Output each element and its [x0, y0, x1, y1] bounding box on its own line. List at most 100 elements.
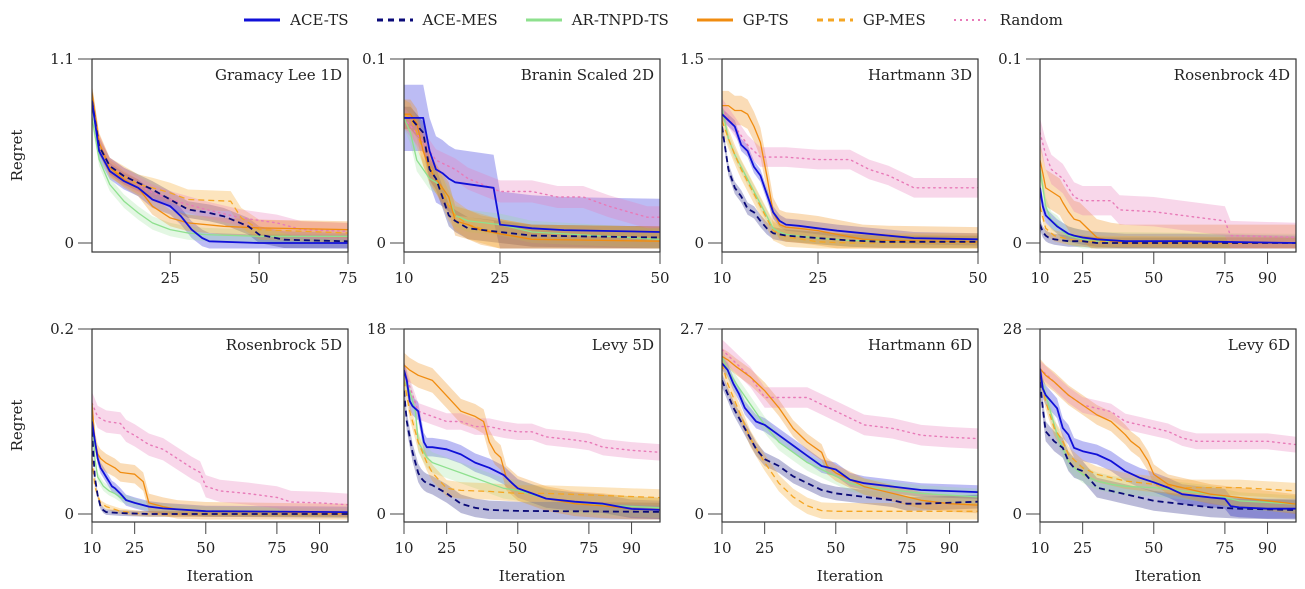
x-tick-label: 75 — [579, 539, 598, 557]
line-ace-mes — [404, 117, 660, 239]
x-tick-label: 50 — [968, 269, 987, 287]
subplot-title: Branin Scaled 2D — [521, 66, 654, 84]
subplot-rosenbrock-5d: 0 0.2 10 25 50 75 90 Rosenbrock 5D Regret Iterati… — [8, 320, 349, 585]
line-ace-mes — [92, 430, 348, 515]
x-tick-label: 25 — [161, 269, 180, 287]
line-random — [1040, 367, 1296, 446]
x-tick-label: 75 — [267, 539, 286, 557]
line-ar-tnpd-ts — [722, 356, 978, 498]
x-tick-label: 25 — [125, 539, 144, 557]
x-axis-label: Iteration — [187, 567, 254, 585]
band-gp-ts — [404, 352, 660, 520]
plot-area — [404, 352, 660, 520]
line-random — [404, 369, 660, 453]
band-ace-mes — [722, 373, 978, 511]
legend-label: GP-TS — [742, 11, 789, 29]
legend-label: GP-MES — [862, 11, 926, 29]
band-ace-mes — [404, 106, 660, 249]
y-tick-label: 18 — [367, 320, 386, 338]
legend-swatch — [953, 19, 990, 21]
y-tick-label: 0.2 — [50, 320, 74, 338]
line-random — [92, 402, 348, 506]
x-tick-label: 10 — [712, 539, 731, 557]
band-random — [722, 339, 978, 449]
subplot-title: Hartmann 6D — [868, 336, 972, 354]
y-tick-label: 2.7 — [680, 320, 704, 338]
plot-frame — [403, 58, 661, 253]
legend-label: ACE-MES — [422, 11, 498, 29]
x-tick-label: 10 — [394, 539, 413, 557]
band-random — [1040, 117, 1296, 249]
line-ace-mes — [1040, 381, 1296, 511]
x-tick-label: 25 — [755, 539, 774, 557]
band-random — [722, 98, 978, 198]
line-gp-ts — [404, 113, 660, 242]
plot-area — [1040, 358, 1296, 520]
legend-item: AR-TNPD-TS — [524, 11, 669, 29]
x-tick-label: 25 — [490, 269, 509, 287]
plot-frame — [1039, 58, 1297, 253]
x-tick-label: 90 — [940, 539, 959, 557]
line-ace-mes — [92, 100, 348, 243]
legend-swatch — [376, 18, 413, 22]
x-tick-label: 50 — [508, 539, 527, 557]
y-tick-label: 0 — [64, 505, 74, 523]
plot-area — [92, 391, 348, 520]
subplot-rosenbrock-4d: 0 0.1 10 25 50 75 90 Rosenbrock 4D — [998, 50, 1297, 287]
legend: ACE-TS ACE-MES AR-TNPD-TS GP-TS GP-MES Random — [0, 6, 1305, 34]
y-tick-label: 0 — [64, 234, 74, 252]
legend-label: Random — [999, 11, 1063, 29]
band-gp-ts — [1040, 358, 1296, 514]
y-tick-label: 0 — [376, 234, 386, 252]
line-gp-mes — [722, 120, 978, 244]
line-ace-mes — [722, 380, 978, 505]
band-gp-ts — [722, 90, 978, 249]
y-tick-label: 1.1 — [50, 50, 74, 68]
y-tick-label: 28 — [1003, 320, 1022, 338]
legend-label: ACE-TS — [290, 11, 349, 29]
x-tick-label: 50 — [250, 269, 269, 287]
x-tick-label: 75 — [1215, 539, 1234, 557]
y-tick-label: 0.1 — [362, 50, 386, 68]
band-ar-tnpd-ts — [404, 106, 660, 249]
line-random — [722, 107, 978, 189]
subplot-hartmann-6d: 0 2.7 10 25 50 75 90 Hartmann 6D Iteration — [680, 320, 979, 585]
line-gp-mes — [1040, 375, 1296, 492]
band-random — [1040, 360, 1296, 453]
plot-frame — [721, 328, 979, 523]
x-tick-label: 10 — [1030, 269, 1049, 287]
subplot-gramacy-lee-1d: 0 1.1 25 50 75 Gramacy Lee 1D Regret — [8, 50, 358, 287]
y-tick-label: 1.5 — [680, 50, 704, 68]
line-ar-tnpd-ts — [404, 380, 660, 509]
legend-swatch — [696, 18, 733, 22]
band-gp-ts — [92, 84, 348, 238]
y-tick-label: 0 — [694, 234, 704, 252]
x-tick-label: 10 — [1030, 539, 1049, 557]
band-gp-ts — [92, 393, 348, 520]
line-gp-mes — [404, 380, 660, 499]
band-gp-mes — [1040, 367, 1296, 499]
plot-frame — [403, 328, 661, 523]
plot-area — [722, 339, 978, 520]
plot-frame — [1039, 328, 1297, 523]
y-tick-label: 0.1 — [998, 50, 1022, 68]
band-ar-tnpd-ts — [1040, 160, 1296, 249]
band-gp-mes — [404, 372, 660, 506]
line-random — [722, 348, 978, 440]
plot-frame — [91, 58, 349, 253]
plot-frame — [91, 328, 349, 523]
x-tick-label: 10 — [82, 539, 101, 557]
y-tick-label: 0 — [694, 505, 704, 523]
subplot-title: Levy 6D — [1228, 336, 1290, 354]
band-random — [92, 391, 348, 516]
line-ace-ts — [404, 117, 660, 233]
line-random — [92, 95, 348, 232]
x-tick-label: 75 — [1215, 269, 1234, 287]
x-tick-label: 90 — [1258, 539, 1277, 557]
legend-item: ACE-TS — [242, 11, 349, 29]
band-random — [92, 87, 348, 240]
subplot-title: Hartmann 3D — [868, 66, 972, 84]
line-gp-ts — [1040, 368, 1296, 505]
x-tick-label: 50 — [650, 269, 669, 287]
x-tick-label: 25 — [437, 539, 456, 557]
